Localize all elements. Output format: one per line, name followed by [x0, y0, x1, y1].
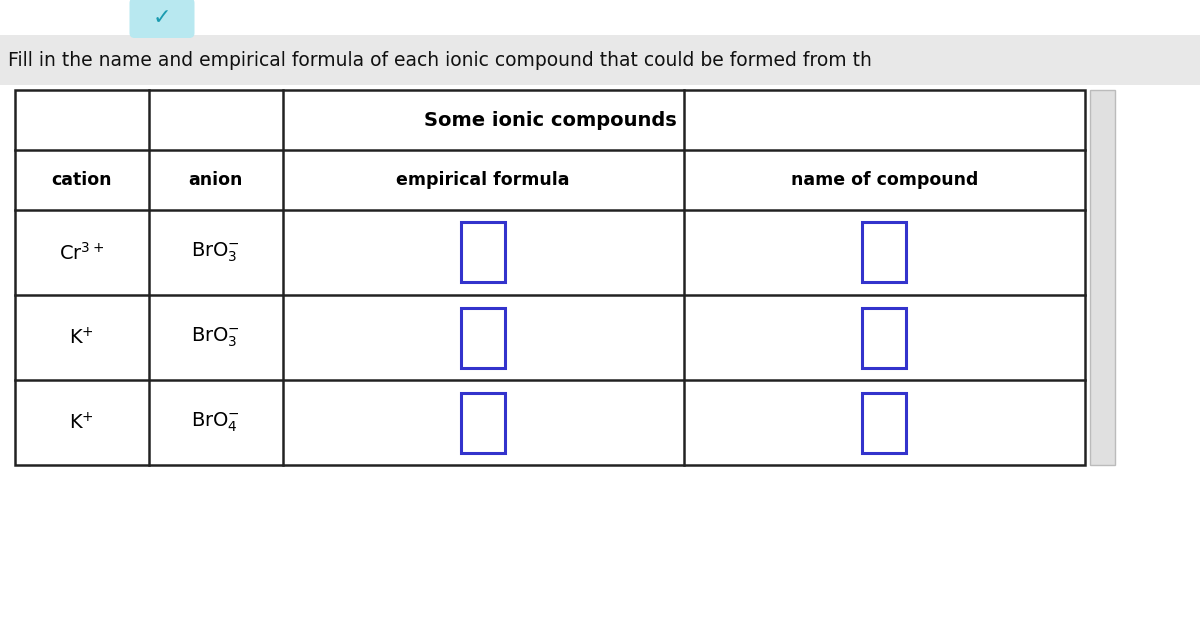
Bar — [1090, 90, 1115, 465]
Bar — [461, 307, 505, 368]
Text: Fill in the name and empirical formula of each ionic compound that could be form: Fill in the name and empirical formula o… — [8, 51, 872, 70]
FancyBboxPatch shape — [130, 0, 194, 38]
Bar — [461, 223, 505, 283]
Text: ✓: ✓ — [152, 8, 172, 28]
Bar — [863, 223, 906, 283]
Bar — [461, 392, 505, 452]
Text: Some ionic compounds: Some ionic compounds — [424, 110, 677, 130]
Text: empirical formula: empirical formula — [396, 171, 570, 189]
Text: name of compound: name of compound — [791, 171, 978, 189]
Text: anion: anion — [188, 171, 242, 189]
Text: K$^{+}$: K$^{+}$ — [70, 412, 95, 433]
Text: BrO$_3^{-}$: BrO$_3^{-}$ — [191, 326, 240, 349]
Bar — [0, 85, 1200, 617]
Bar — [863, 307, 906, 368]
Text: cation: cation — [52, 171, 112, 189]
Text: K$^{+}$: K$^{+}$ — [70, 327, 95, 348]
Text: Cr$^{3+}$: Cr$^{3+}$ — [59, 241, 104, 263]
Bar — [14, 90, 1085, 465]
Bar — [0, 35, 1200, 85]
Text: BrO$_3^{-}$: BrO$_3^{-}$ — [191, 241, 240, 264]
Bar — [863, 392, 906, 452]
Text: BrO$_4^{-}$: BrO$_4^{-}$ — [191, 411, 240, 434]
